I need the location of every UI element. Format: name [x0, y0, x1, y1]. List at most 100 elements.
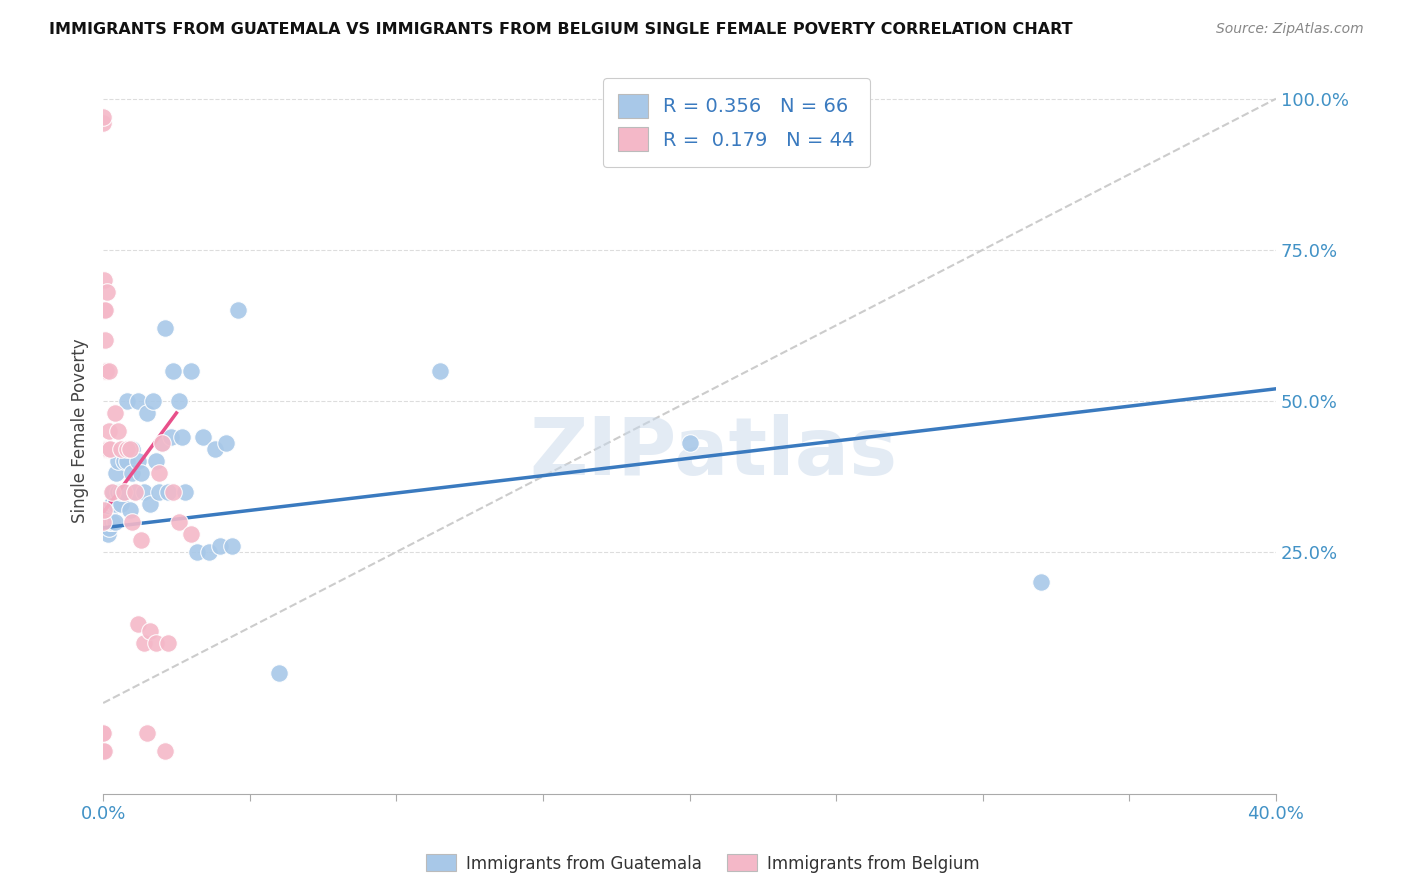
Point [94, 515, 117, 529]
Point [103, 484, 125, 499]
Point [104, 497, 127, 511]
Point [191, 430, 214, 444]
Point [107, 424, 129, 438]
Point [127, 393, 149, 408]
Point [93, 515, 115, 529]
Point [98, 424, 121, 438]
Point [112, 484, 135, 499]
Point [124, 484, 146, 499]
Point [174, 484, 197, 499]
Point [145, 635, 167, 649]
Point [93, 502, 115, 516]
Point [134, 635, 156, 649]
Point [96, 442, 118, 457]
Point [169, 515, 191, 529]
Point [100, 442, 122, 457]
Point [91, 116, 114, 130]
Point [93, 364, 115, 378]
Point [1031, 575, 1053, 590]
Point [118, 502, 141, 516]
Point [101, 484, 124, 499]
Point [150, 436, 173, 450]
Point [156, 484, 179, 499]
Point [127, 617, 149, 632]
Point [134, 484, 156, 499]
Point [101, 515, 124, 529]
Point [93, 515, 115, 529]
Text: ZIPatlas: ZIPatlas [529, 414, 897, 491]
Point [115, 442, 138, 457]
Point [159, 430, 181, 444]
Point [150, 436, 173, 450]
Point [96, 521, 118, 535]
Point [162, 364, 184, 378]
Point [107, 454, 129, 468]
Point [124, 484, 146, 499]
Point [98, 502, 121, 516]
Point [91, 744, 114, 758]
Point [94, 303, 117, 318]
Point [221, 539, 243, 553]
Text: IMMIGRANTS FROM GUATEMALA VS IMMIGRANTS FROM BELGIUM SINGLE FEMALE POVERTY CORRE: IMMIGRANTS FROM GUATEMALA VS IMMIGRANTS … [49, 22, 1073, 37]
Point [98, 515, 121, 529]
Point [110, 442, 132, 457]
Point [96, 515, 118, 529]
Point [94, 364, 117, 378]
Point [93, 273, 115, 287]
Point [186, 545, 208, 559]
Point [153, 321, 176, 335]
Point [110, 497, 132, 511]
Point [94, 515, 117, 529]
Point [93, 515, 115, 529]
Point [142, 393, 165, 408]
Point [139, 624, 162, 638]
Point [91, 110, 114, 124]
Text: Source: ZipAtlas.com: Source: ZipAtlas.com [1216, 22, 1364, 37]
Point [105, 467, 128, 481]
Point [98, 508, 121, 523]
Point [104, 515, 127, 529]
Point [139, 497, 162, 511]
Point [153, 744, 176, 758]
Point [180, 526, 202, 541]
Point [101, 515, 124, 529]
Legend: R = 0.356   N = 66, R =  0.179   N = 44: R = 0.356 N = 66, R = 0.179 N = 44 [603, 78, 870, 167]
Point [121, 467, 143, 481]
Point [169, 393, 191, 408]
Point [101, 497, 124, 511]
Point [112, 454, 135, 468]
Point [209, 539, 232, 553]
Point [98, 521, 121, 535]
Point [107, 484, 129, 499]
Point [94, 442, 117, 457]
Point [110, 484, 132, 499]
Point [127, 454, 149, 468]
Legend: Immigrants from Guatemala, Immigrants from Belgium: Immigrants from Guatemala, Immigrants fr… [419, 847, 987, 880]
Point [121, 442, 143, 457]
Point [96, 515, 118, 529]
Point [96, 526, 118, 541]
Point [172, 430, 194, 444]
Point [118, 442, 141, 457]
Point [115, 393, 138, 408]
Point [136, 406, 159, 420]
Point [93, 744, 115, 758]
Point [678, 436, 700, 450]
Point [121, 515, 143, 529]
Point [429, 364, 451, 378]
Point [93, 334, 115, 348]
Point [197, 545, 219, 559]
Point [226, 303, 249, 318]
Point [267, 665, 290, 680]
Point [94, 364, 117, 378]
Point [180, 364, 202, 378]
Point [97, 515, 120, 529]
Point [145, 454, 167, 468]
Y-axis label: Single Female Poverty: Single Female Poverty [72, 339, 89, 524]
Point [93, 303, 115, 318]
Point [156, 635, 179, 649]
Point [96, 515, 118, 529]
Point [148, 467, 170, 481]
Point [96, 285, 118, 299]
Point [93, 726, 115, 740]
